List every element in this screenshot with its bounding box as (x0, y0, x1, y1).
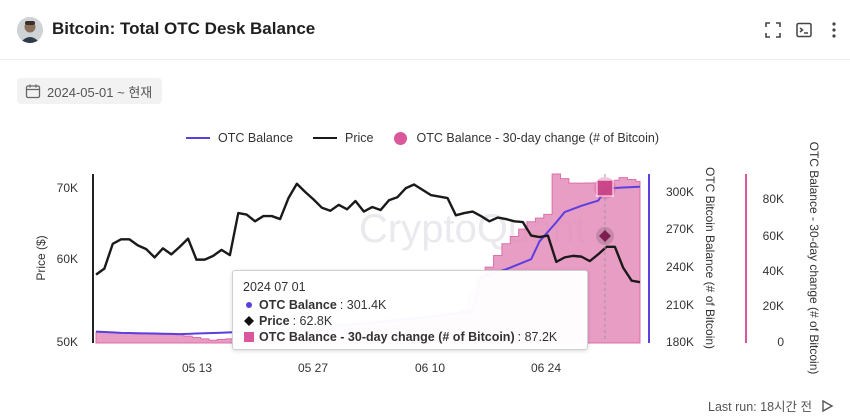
right2-tick-label: 40K (763, 264, 784, 278)
x-tick-label: 06 24 (531, 361, 561, 375)
right1-tick-label: 300K (666, 185, 694, 199)
legend-item-change[interactable]: OTC Balance - 30-day change (# of Bitcoi… (393, 131, 659, 145)
chart-header: Bitcoin: Total OTC Desk Balance (0, 0, 850, 60)
right2-tick-label: 60K (763, 229, 784, 243)
legend-label-change: OTC Balance - 30-day change (# of Bitcoi… (416, 131, 659, 145)
legend-item-otc-balance[interactable]: OTC Balance (186, 131, 293, 145)
tooltip-row-change: OTC Balance - 30-day change (# of Bitcoi… (243, 329, 577, 345)
legend-swatch-otc-balance (186, 137, 210, 139)
right2-tick-label: 20K (763, 299, 784, 313)
x-tick-label: 06 10 (415, 361, 445, 375)
watermark: CryptoQuant (359, 207, 586, 251)
right1-tick-label: 210K (666, 298, 694, 312)
avatar[interactable] (17, 17, 43, 43)
right2-tick-label: 0 (777, 335, 784, 349)
run-icon[interactable] (820, 399, 834, 413)
tooltip-dot-icon (243, 301, 255, 309)
legend-label-otc-balance: OTC Balance (218, 131, 294, 145)
last-run-text: Last run: 18시간 전 (708, 400, 812, 414)
tooltip-change-label: OTC Balance - 30-day change (# of Bitcoi… (259, 330, 515, 344)
tooltip-price-value: 62.8K (299, 314, 333, 328)
tooltip-price-label: Price (259, 314, 290, 328)
terminal-icon[interactable] (794, 20, 814, 40)
page-title: Bitcoin: Total OTC Desk Balance (52, 19, 316, 38)
tooltip-row-price: Price: 62.8K (243, 313, 577, 329)
right1-tick-label: 270K (666, 222, 694, 236)
right1-tick-label: 180K (666, 335, 694, 349)
right1-tick-label: 240K (666, 260, 694, 274)
right2-axis-title: OTC Balance - 30-day change (# of Bitcoi… (807, 142, 821, 375)
x-tick-label: 05 27 (298, 361, 328, 375)
legend-swatch-price (313, 137, 338, 139)
hover-halo-change (594, 177, 616, 199)
chart-legend: OTC Balance Price OTC Balance - 30-day c… (186, 131, 679, 145)
tooltip-otc-value: 301.4K (346, 298, 387, 312)
price-line (95, 182, 641, 284)
right1-axis-title: OTC Bitcoin Balance (# of Bitcoin) (703, 167, 717, 349)
left-axis-title: Price ($) (34, 235, 48, 280)
tooltip-row-otc: OTC Balance: 301.4K (243, 297, 577, 313)
footer: Last run: 18시간 전 (708, 396, 834, 415)
date-range-label: 2024-05-01 ~ 현재 (47, 84, 153, 100)
price-series (95, 182, 641, 284)
calendar-icon (25, 84, 41, 99)
right2-tick-label: 80K (763, 192, 784, 206)
legend-item-price[interactable]: Price (313, 131, 374, 145)
hover-halo-price (596, 227, 614, 245)
hover-marker-change (596, 179, 614, 197)
tooltip-square-icon (243, 331, 255, 343)
legend-label-price: Price (345, 131, 374, 145)
left-tick-label: 60K (57, 252, 78, 266)
tooltip-diamond-icon (243, 315, 255, 327)
hover-marker-price (599, 230, 611, 242)
date-range-filter[interactable]: 2024-05-01 ~ 현재 (17, 78, 163, 104)
fullscreen-icon[interactable] (763, 20, 783, 40)
tooltip-change-value: 87.2K (524, 330, 558, 344)
left-tick-label: 70K (57, 181, 78, 195)
chart-tooltip: 2024 07 01 OTC Balance: 301.4K Price: 62… (232, 270, 588, 350)
left-tick-label: 50K (57, 335, 78, 349)
x-tick-label: 05 13 (182, 361, 212, 375)
more-options-icon[interactable] (824, 20, 844, 40)
tooltip-date: 2024 07 01 (243, 280, 306, 294)
legend-swatch-change (393, 131, 407, 145)
tooltip-otc-label: OTC Balance (259, 298, 337, 312)
